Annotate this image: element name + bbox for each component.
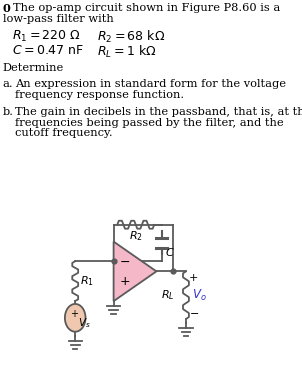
Polygon shape — [114, 242, 156, 301]
Text: $V_o$: $V_o$ — [192, 288, 207, 303]
Text: Determine: Determine — [3, 63, 64, 73]
Text: $R_1$: $R_1$ — [80, 274, 94, 288]
Text: +: + — [189, 273, 198, 284]
Text: +: + — [70, 309, 78, 319]
Text: cutoff frequency.: cutoff frequency. — [15, 129, 112, 138]
Text: $-$: $-$ — [189, 307, 199, 317]
Text: 0: 0 — [3, 3, 11, 14]
Text: $-$: $-$ — [119, 255, 130, 268]
Text: $+$: $+$ — [119, 275, 130, 288]
Text: $R_2$: $R_2$ — [129, 230, 143, 243]
Text: low-pass filter with: low-pass filter with — [3, 14, 114, 24]
Text: $R_1 = 220\ \Omega$: $R_1 = 220\ \Omega$ — [12, 29, 81, 44]
Text: frequencies being passed by the filter, and the: frequencies being passed by the filter, … — [15, 117, 283, 128]
Text: b.: b. — [3, 106, 14, 117]
Text: An expression in standard form for the voltage: An expression in standard form for the v… — [15, 79, 286, 89]
Text: $R_2 = 68\ \mathrm{k}\Omega$: $R_2 = 68\ \mathrm{k}\Omega$ — [97, 29, 165, 45]
Text: $V_s$: $V_s$ — [78, 316, 91, 330]
Text: $R_L$: $R_L$ — [161, 288, 174, 302]
Text: The gain in decibels in the passband, that is, at the: The gain in decibels in the passband, th… — [15, 106, 302, 117]
Text: frequency response function.: frequency response function. — [15, 90, 184, 100]
Text: a.: a. — [3, 79, 14, 89]
Text: The op-amp circuit shown in Figure P8.60 is a: The op-amp circuit shown in Figure P8.60… — [13, 3, 281, 13]
Circle shape — [65, 304, 85, 332]
Text: $R_L = 1\ \mathrm{k}\Omega$: $R_L = 1\ \mathrm{k}\Omega$ — [97, 44, 157, 60]
Text: $C = 0.47\ \mathrm{nF}$: $C = 0.47\ \mathrm{nF}$ — [12, 44, 84, 57]
Text: $C$: $C$ — [165, 246, 175, 258]
